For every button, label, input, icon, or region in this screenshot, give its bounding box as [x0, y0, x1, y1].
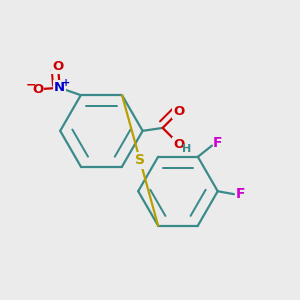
Text: O: O [173, 105, 184, 118]
Text: +: + [62, 77, 70, 88]
Text: O: O [32, 83, 43, 96]
Text: F: F [213, 136, 223, 150]
Text: −: − [26, 78, 36, 91]
Text: F: F [236, 187, 245, 201]
Text: O: O [52, 60, 64, 73]
Text: H: H [182, 144, 191, 154]
Text: S: S [135, 153, 145, 167]
Text: N: N [54, 81, 65, 94]
Text: O: O [173, 138, 184, 151]
